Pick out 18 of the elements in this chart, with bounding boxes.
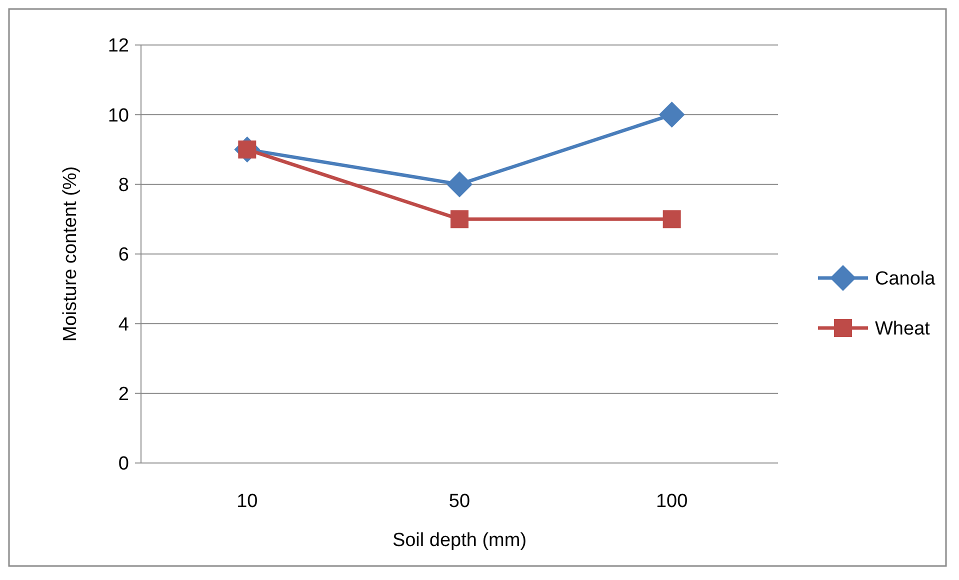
y-axis-title: Moisture content (%) [60, 166, 81, 342]
point [662, 210, 681, 228]
x-tick-label: 100 [656, 491, 688, 512]
y-tick-label: 6 [118, 244, 129, 266]
y-tick-label: 12 [108, 36, 129, 57]
point [446, 171, 472, 198]
y-tick-label: 10 [108, 105, 129, 126]
x-tick-label: 50 [448, 491, 470, 512]
x-tick-label: 10 [236, 491, 258, 512]
point [658, 102, 685, 128]
y-tick-label: 2 [118, 384, 129, 405]
legend-label: Canola [875, 268, 936, 290]
y-tick-label: 4 [118, 314, 130, 336]
point [450, 210, 468, 228]
x-axis-title: Soil depth (mm) [392, 530, 527, 551]
y-tick-label: 0 [118, 454, 129, 475]
legend-label: Wheat [875, 318, 931, 340]
y-tick-label: 8 [118, 174, 129, 196]
